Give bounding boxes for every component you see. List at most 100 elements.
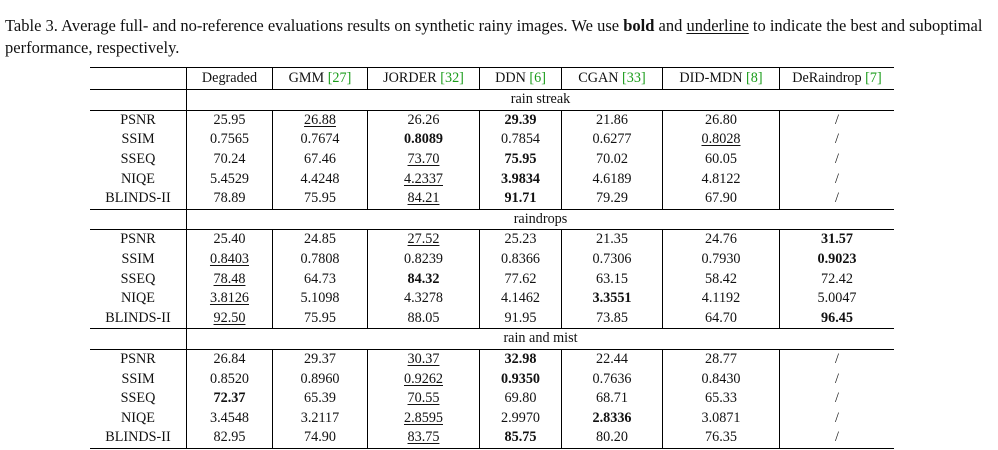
value-text: 72.42 [821, 270, 853, 287]
value-text: 0.7808 [300, 251, 340, 268]
value-cell: / [779, 149, 894, 170]
value-text: 78.89 [213, 190, 246, 207]
value-cell: 78.48 [186, 269, 273, 289]
section-blank-cell [90, 89, 187, 111]
value-text: 2.8595 [403, 409, 443, 426]
value-cell: 64.73 [272, 269, 368, 289]
metric-label: BLINDS-II [90, 308, 187, 330]
value-text: 24.76 [705, 231, 737, 248]
value-text: 4.4248 [300, 170, 340, 187]
value-text: 3.3551 [592, 290, 632, 307]
value-cell: 84.21 [367, 188, 480, 210]
value-text: 63.15 [596, 270, 628, 287]
value-cell: 3.4548 [186, 408, 273, 429]
value-cell: 5.1098 [272, 288, 368, 309]
metric-label: BLINDS-II [90, 188, 187, 210]
table-row: SSIM 0.8520 0.8960 0.9262 0.9350 0.7636 0.8430… [90, 369, 894, 389]
value-text: 82.95 [213, 429, 246, 446]
header-cgan: CGAN [33] [561, 67, 663, 90]
value-text: / [835, 390, 839, 407]
value-text: 0.7565 [209, 131, 249, 148]
value-cell: 24.76 [662, 229, 780, 250]
value-text: 3.8126 [209, 290, 249, 307]
value-cell: 0.9023 [779, 249, 894, 270]
value-text: 67.46 [304, 151, 336, 168]
value-text: 78.48 [213, 270, 246, 287]
value-cell: 72.42 [779, 269, 894, 289]
value-text: 2.9970 [500, 409, 540, 426]
value-text: 67.90 [705, 190, 737, 207]
value-cell: 26.26 [367, 110, 480, 131]
value-text: 0.7930 [701, 251, 741, 268]
value-cell: 75.95 [479, 149, 562, 170]
caption-prefix: Table 3. Average full- and no-reference … [5, 16, 624, 35]
value-cell: 70.02 [561, 149, 663, 170]
value-text: 22.44 [596, 351, 628, 368]
value-text: 3.2117 [300, 409, 340, 426]
value-text: 0.7674 [300, 131, 340, 148]
table-row: NIQE 5.4529 4.4248 4.2337 3.9834 4.6189 4.8122… [90, 169, 894, 189]
value-cell: 3.9834 [479, 169, 562, 189]
value-cell: 0.6277 [561, 130, 663, 150]
value-text: 70.02 [596, 151, 628, 168]
value-text: 91.95 [504, 309, 537, 326]
value-text: 74.90 [304, 429, 336, 446]
value-cell: 0.8960 [272, 369, 368, 389]
value-cell: 84.32 [367, 269, 480, 289]
results-table-wrapper: Degraded GMM [27] JORDER [32] DDN [6] CG… [90, 67, 894, 449]
value-text: 3.4548 [209, 409, 249, 426]
value-text: 64.70 [705, 309, 737, 326]
value-text: 65.39 [304, 390, 336, 407]
value-cell: 26.80 [662, 110, 780, 131]
value-text: / [835, 409, 839, 426]
value-text: 64.73 [304, 270, 336, 287]
value-text: 30.37 [407, 351, 440, 368]
value-text: 4.1192 [701, 290, 741, 307]
value-text: 27.52 [407, 231, 440, 248]
metric-label: PSNR [120, 231, 156, 248]
value-cell: 0.8430 [662, 369, 780, 389]
metric-label: SSIM [121, 370, 155, 387]
metric-label: BLINDS-II [90, 428, 187, 449]
value-text: 4.2337 [403, 170, 443, 187]
value-text: 2.8336 [592, 409, 632, 426]
value-cell: 26.84 [186, 349, 273, 370]
value-text: 75.95 [504, 151, 537, 168]
value-cell: 21.35 [561, 229, 663, 250]
value-text: / [835, 131, 839, 148]
value-cell: 76.35 [662, 428, 780, 449]
value-cell: 4.4248 [272, 169, 368, 189]
section-blank-cell [90, 209, 187, 231]
value-cell: 3.2117 [272, 408, 368, 429]
value-text: 4.8122 [701, 170, 741, 187]
caption-suffix: to indicate the best and suboptimal perf… [5, 16, 983, 57]
value-text: 0.8028 [701, 131, 741, 148]
metric-label: SSIM [121, 251, 155, 268]
value-text: 3.9834 [500, 170, 540, 187]
value-text: / [835, 370, 839, 387]
value-text: 96.45 [821, 309, 853, 326]
value-cell: 0.8520 [186, 369, 273, 389]
value-cell: 75.95 [272, 188, 368, 210]
metric-label: NIQE [121, 409, 155, 426]
value-cell: 4.1462 [479, 288, 562, 309]
value-text: 26.88 [304, 111, 336, 128]
value-text: 58.42 [705, 270, 737, 287]
value-text: 0.7636 [592, 370, 632, 387]
value-cell: 91.95 [479, 308, 562, 330]
value-text: 29.39 [504, 111, 537, 128]
table-row: PSNR 26.84 29.37 30.37 32.98 22.44 28.77 / [90, 349, 894, 370]
value-cell: / [779, 169, 894, 189]
value-cell: 78.89 [186, 188, 273, 210]
header-deraindrop: DeRaindrop [7] [779, 67, 894, 90]
value-cell: 21.86 [561, 110, 663, 131]
value-cell: 79.29 [561, 188, 663, 210]
metric-label: SSEQ [120, 390, 156, 407]
value-text: 5.1098 [300, 290, 340, 307]
value-text: 26.26 [407, 111, 440, 128]
caption-middle: and [654, 16, 687, 35]
value-cell: 83.75 [367, 428, 480, 449]
value-cell: 4.3278 [367, 288, 480, 309]
value-text: 24.85 [304, 231, 336, 248]
value-text: 77.62 [504, 270, 537, 287]
